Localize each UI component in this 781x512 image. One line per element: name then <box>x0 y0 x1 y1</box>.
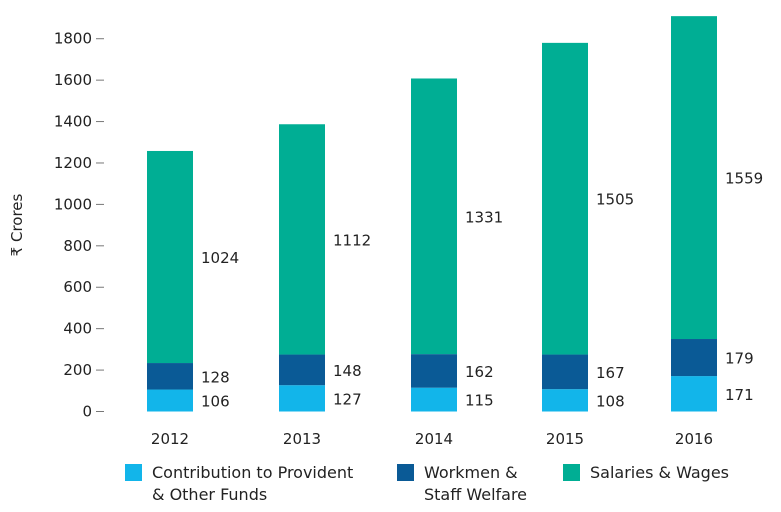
bar-staff-welfare-2013 <box>279 354 325 386</box>
x-tick-label: 2014 <box>415 430 453 448</box>
x-tick-label: 2012 <box>151 430 189 448</box>
legend-item-provident-funds: Contribution to Provident & Other Funds <box>125 462 353 506</box>
legend-label-staff-welfare: Workmen & Staff Welfare <box>424 463 528 504</box>
bar-salaries-wages-2012 <box>147 150 193 364</box>
data-label-provident-funds-2012: 106 <box>201 393 230 411</box>
data-label-salaries-wages-2016: 1559 <box>725 170 763 188</box>
y-tick-label: 0 <box>82 403 92 421</box>
y-tick-label: 600 <box>63 278 92 296</box>
y-tick-label: 400 <box>63 320 92 338</box>
bar-staff-welfare-2015 <box>542 354 588 390</box>
y-axis-label: ₹ Crores <box>8 193 26 256</box>
data-label-provident-funds-2016: 171 <box>725 386 754 404</box>
data-label-salaries-wages-2014: 1331 <box>465 208 503 226</box>
data-label-staff-welfare-2014: 162 <box>465 363 494 381</box>
bar-provident-funds-2012 <box>147 389 193 412</box>
bar-provident-funds-2014 <box>411 387 457 412</box>
bar-salaries-wages-2014 <box>411 78 457 355</box>
data-label-provident-funds-2014: 115 <box>465 392 494 410</box>
data-label-staff-welfare-2012: 128 <box>201 368 230 386</box>
data-label-staff-welfare-2015: 167 <box>596 364 625 382</box>
data-label-salaries-wages-2015: 1505 <box>596 191 634 209</box>
bar-salaries-wages-2016 <box>671 16 717 340</box>
legend-swatch-provident-funds <box>125 464 142 481</box>
legend-swatch-staff-welfare <box>397 464 414 481</box>
y-tick-label: 1800 <box>54 30 92 48</box>
data-label-provident-funds-2015: 108 <box>596 392 625 410</box>
bar-provident-funds-2015 <box>542 389 588 412</box>
bar-salaries-wages-2015 <box>542 42 588 355</box>
y-tick-label: 200 <box>63 361 92 379</box>
x-axis: 2012 2013 2014 2015 2016 <box>151 430 713 448</box>
y-tick-label: 1000 <box>54 195 92 213</box>
legend-item-salaries-wages: Salaries & Wages <box>563 462 729 484</box>
data-label-staff-welfare-2013: 148 <box>333 362 362 380</box>
bar-staff-welfare-2016 <box>671 339 717 377</box>
x-tick-label: 2015 <box>546 430 584 448</box>
legend-label-salaries-wages: Salaries & Wages <box>590 463 729 482</box>
legend-item-staff-welfare: Workmen & Staff Welfare <box>397 462 527 506</box>
y-axis: 0 200 400 600 800 1000 1200 1400 1600 1800 <box>54 30 104 421</box>
legend-swatch-salaries-wages <box>563 464 580 481</box>
data-label-provident-funds-2013: 127 <box>333 390 362 408</box>
bar-staff-welfare-2014 <box>411 354 457 388</box>
legend: Contribution to Provident & Other Funds … <box>125 462 775 510</box>
legend-label-provident-funds: Contribution to Provident & Other Funds <box>152 463 354 504</box>
x-tick-label: 2013 <box>283 430 321 448</box>
bars: 106 128 1024 127 148 1112 115 162 1331 108 167 1505… <box>147 16 763 412</box>
bar-staff-welfare-2012 <box>147 363 193 390</box>
data-label-salaries-wages-2012: 1024 <box>201 249 239 267</box>
bar-provident-funds-2016 <box>671 376 717 412</box>
data-label-salaries-wages-2013: 1112 <box>333 231 371 249</box>
data-label-staff-welfare-2016: 179 <box>725 350 754 368</box>
y-tick-label: 1600 <box>54 71 92 89</box>
y-tick-label: 1200 <box>54 154 92 172</box>
bar-provident-funds-2013 <box>279 385 325 412</box>
x-tick-label: 2016 <box>675 430 713 448</box>
y-tick-label: 1400 <box>54 113 92 131</box>
y-tick-label: 800 <box>63 237 92 255</box>
stacked-bar-chart: ₹ Crores 0 200 400 600 800 1000 1200 1400 1600 18… <box>8 16 763 448</box>
bar-salaries-wages-2013 <box>279 124 325 355</box>
